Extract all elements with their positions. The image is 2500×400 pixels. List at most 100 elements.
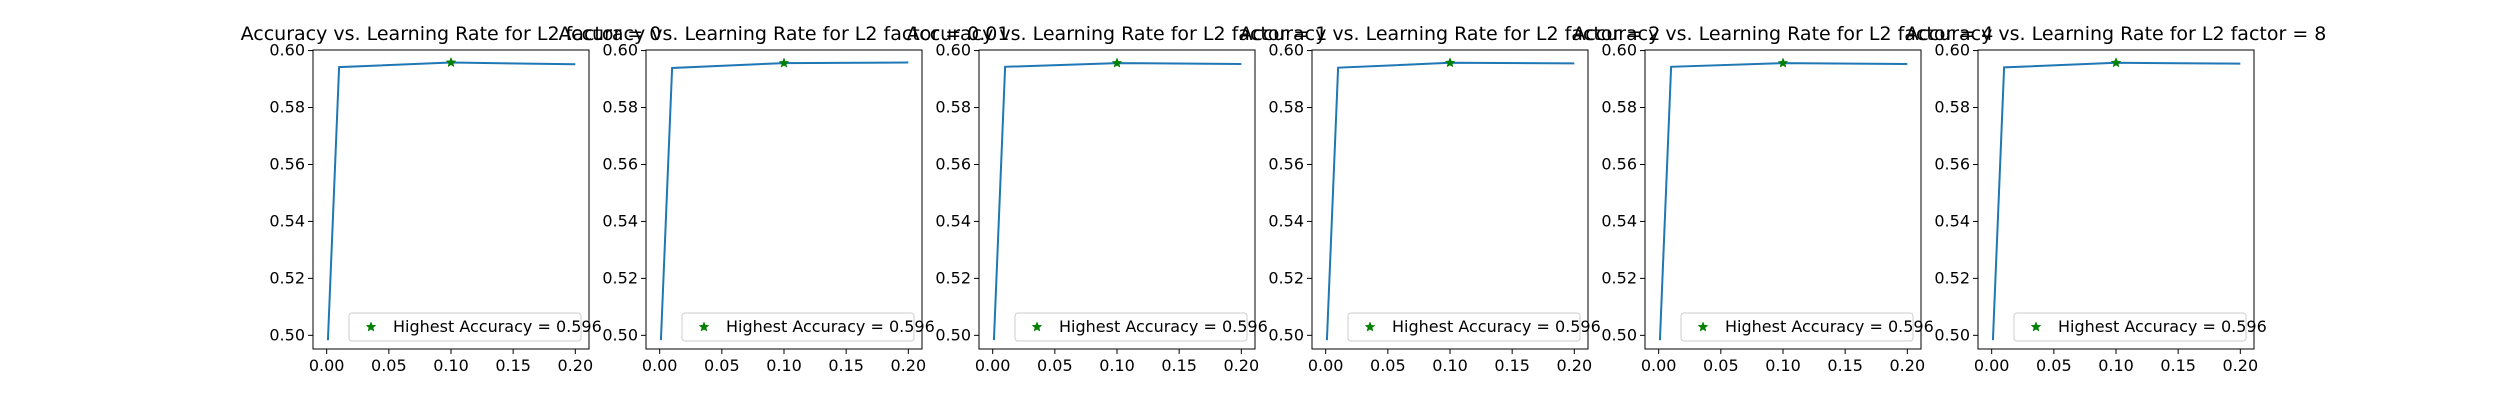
y-tick-label: 0.60 (1601, 41, 1637, 60)
x-tick-label: 0.15 (1827, 356, 1863, 375)
x-tick-label: 0.05 (1703, 356, 1739, 375)
x-tick-label: 0.15 (495, 356, 531, 375)
accuracy-line (992, 62, 1242, 341)
axes-frame (1977, 49, 2255, 350)
legend-marker (1031, 321, 1043, 332)
y-tick-label: 0.52 (1601, 268, 1637, 287)
x-tick-label: 0.20 (1890, 356, 1926, 375)
y-tick-label: 0.58 (1268, 98, 1304, 117)
highest-accuracy-marker (445, 56, 457, 68)
legend: Highest Accuracy = 0.596 (1014, 312, 1268, 342)
x-tick-label: 0.10 (1099, 356, 1135, 375)
x-tick-label: 0.00 (309, 356, 345, 375)
chart-panel-3: Accuracy vs. Learning Rate for L2 factor… (907, 23, 1328, 375)
y-tick-label: 0.56 (269, 154, 305, 173)
y-tick-label: 0.60 (602, 41, 638, 60)
legend-label: Highest Accuracy = 0.596 (393, 317, 602, 336)
legend-box (2013, 312, 2247, 342)
x-tick-label: 0.05 (1370, 356, 1406, 375)
y-tick-label: 0.52 (269, 268, 305, 287)
x-tick-label: 0.10 (1765, 356, 1801, 375)
y-tick-label: 0.54 (935, 211, 971, 230)
chart-title: Accuracy vs. Learning Rate for L2 factor… (1573, 23, 1994, 45)
legend-marker (2030, 321, 2042, 332)
chart-title: Accuracy vs. Learning Rate for L2 factor… (1240, 23, 1661, 45)
legend-label: Highest Accuracy = 0.596 (2058, 317, 2267, 336)
y-tick-label: 0.56 (1934, 154, 1970, 173)
accuracy-line (1991, 61, 2241, 341)
legend: Highest Accuracy = 0.596 (348, 312, 602, 342)
y-tick-label: 0.50 (1268, 325, 1304, 344)
chart-panel-1: Accuracy vs. Learning Rate for L2 factor… (241, 23, 662, 375)
y-tick-label: 0.56 (935, 154, 971, 173)
y-tick-label: 0.52 (602, 268, 638, 287)
x-tick-label: 0.00 (1974, 356, 2010, 375)
legend-marker (698, 321, 710, 332)
x-tick-label: 0.05 (2036, 356, 2072, 375)
chart-panel-5: Accuracy vs. Learning Rate for L2 factor… (1573, 23, 1994, 375)
y-tick-label: 0.58 (602, 98, 638, 117)
x-tick-label: 0.10 (2098, 356, 2134, 375)
legend-marker (365, 321, 377, 332)
legend-label: Highest Accuracy = 0.596 (1059, 317, 1268, 336)
highest-accuracy-marker (1777, 57, 1789, 68)
y-tick-label: 0.60 (935, 41, 971, 60)
accuracy-line (326, 61, 576, 341)
x-tick-label: 0.15 (1494, 356, 1530, 375)
chart-title: Accuracy vs. Learning Rate for L2 factor… (1906, 23, 2327, 45)
axes-frame (645, 49, 923, 350)
y-tick-label: 0.60 (1268, 41, 1304, 60)
legend-marker (1364, 321, 1376, 332)
x-tick-label: 0.10 (433, 356, 469, 375)
x-tick-label: 0.05 (1037, 356, 1073, 375)
y-tick-label: 0.54 (1601, 211, 1637, 230)
legend-box (1014, 312, 1248, 342)
x-tick-label: 0.20 (2223, 356, 2259, 375)
y-tick-label: 0.50 (1601, 325, 1637, 344)
accuracy-line (659, 61, 909, 341)
x-tick-label: 0.20 (1224, 356, 1260, 375)
legend: Highest Accuracy = 0.596 (681, 312, 935, 342)
legend-box (1680, 312, 1914, 342)
chart-panel-6: Accuracy vs. Learning Rate for L2 factor… (1906, 23, 2327, 375)
axes-frame (1644, 49, 1922, 350)
y-tick-label: 0.52 (1934, 268, 1970, 287)
y-tick-label: 0.56 (1601, 154, 1637, 173)
chart-title: Accuracy vs. Learning Rate for L2 factor… (907, 23, 1328, 45)
x-tick-label: 0.05 (371, 356, 407, 375)
legend-box (681, 312, 915, 342)
legend-box (1347, 312, 1581, 342)
x-tick-label: 0.15 (2160, 356, 2196, 375)
y-tick-label: 0.50 (1934, 325, 1970, 344)
y-tick-label: 0.60 (269, 41, 305, 60)
y-tick-label: 0.54 (269, 211, 305, 230)
y-tick-label: 0.50 (602, 325, 638, 344)
x-tick-label: 0.00 (1308, 356, 1344, 375)
chart-panel-4: Accuracy vs. Learning Rate for L2 factor… (1240, 23, 1661, 375)
y-tick-label: 0.52 (1268, 268, 1304, 287)
y-tick-label: 0.58 (1601, 98, 1637, 117)
y-tick-label: 0.50 (269, 325, 305, 344)
x-tick-label: 0.20 (558, 356, 594, 375)
y-tick-label: 0.58 (269, 98, 305, 117)
y-tick-label: 0.58 (935, 98, 971, 117)
highest-accuracy-marker (1444, 57, 1456, 68)
x-tick-label: 0.05 (704, 356, 740, 375)
legend-label: Highest Accuracy = 0.596 (1392, 317, 1601, 336)
legend: Highest Accuracy = 0.596 (1680, 312, 1934, 342)
axes-frame (312, 49, 590, 350)
highest-accuracy-marker (778, 57, 790, 68)
x-tick-label: 0.00 (975, 356, 1011, 375)
y-tick-label: 0.58 (1934, 98, 1970, 117)
y-tick-label: 0.50 (935, 325, 971, 344)
legend-marker (1697, 321, 1709, 332)
x-tick-label: 0.15 (828, 356, 864, 375)
x-tick-label: 0.20 (891, 356, 927, 375)
legend: Highest Accuracy = 0.596 (1347, 312, 1601, 342)
chart-panel-2: Accuracy vs. Learning Rate for L2 factor… (559, 23, 1010, 375)
y-tick-label: 0.56 (1268, 154, 1304, 173)
axes-frame (978, 49, 1256, 350)
x-tick-label: 0.20 (1557, 356, 1593, 375)
y-tick-label: 0.60 (1934, 41, 1970, 60)
